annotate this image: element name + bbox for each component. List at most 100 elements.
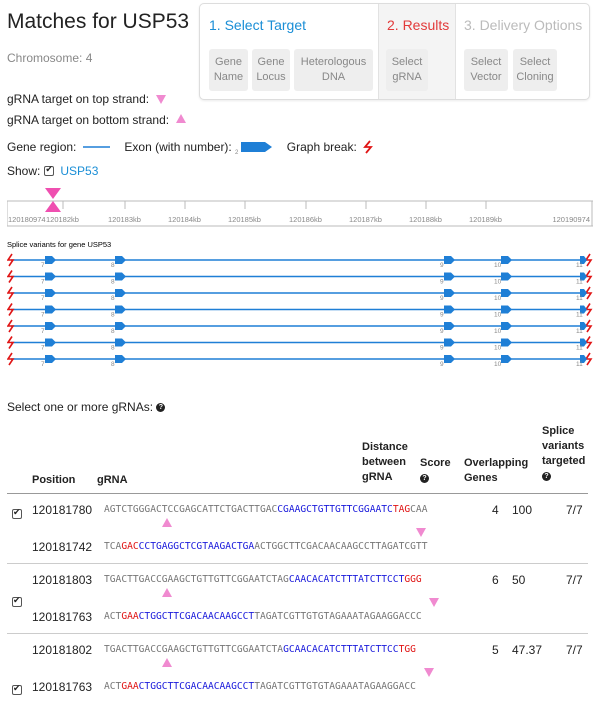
exon-arrow-icon: [444, 289, 455, 297]
graph-break-icon: [584, 352, 593, 366]
gene-region-label: Gene region:: [7, 140, 77, 154]
show-gene-link[interactable]: USP53: [60, 164, 99, 178]
legend-top-strand: gRNA target on top strand:: [7, 92, 167, 106]
exon-number-label: 8: [111, 295, 115, 302]
exon-arrow-icon: [45, 322, 56, 330]
exon-number-label: 7: [41, 262, 45, 269]
table-row: 120181802 TGACTTGACCGAAGCTGTTGTTCGGAATCTA…: [0, 36, 600, 695]
exon-number-label: 10: [494, 295, 502, 302]
substep-gene-locus[interactable]: Gene Locus: [252, 49, 290, 91]
exon-arrow-icon: [45, 256, 56, 264]
exon-number-label: 9: [440, 262, 444, 269]
exon-arrow-icon: [580, 338, 587, 347]
chromosome-label: Chromosome: 4: [7, 51, 93, 65]
exon-number-label: 10: [494, 361, 502, 368]
exon-arrow-icon: [501, 289, 512, 297]
exon-number-label: 7: [41, 279, 45, 286]
row-bottom-position: 120181763: [32, 610, 93, 624]
table-row: 120181803 TGACTTGACCGAAGCTGTTGTTCGGAATCTA…: [0, 18, 600, 624]
top-strand-marker-icon: [162, 518, 172, 527]
exon-arrow-icon: [45, 272, 56, 281]
exon-arrow-icon: [115, 338, 126, 347]
top-strand-marker-icon: [162, 588, 172, 597]
axis-tick-label: 120186kb: [289, 215, 322, 224]
step-results[interactable]: 2. Results: [387, 17, 450, 33]
header-divider: [7, 493, 588, 494]
show-label: Show:: [7, 164, 41, 178]
row-select-checkbox[interactable]: [12, 683, 22, 695]
graph-break-icon: [362, 140, 373, 154]
header-splice: Splice variants targeted ?: [542, 425, 586, 481]
exon-arrow-icon: [580, 272, 587, 281]
grna-bottom-sequence: TCAGACCCTGAGGCTCGTAAGACTGAACTGGCTTCGACAA…: [104, 541, 428, 552]
exon-number-label: 10: [494, 328, 502, 335]
exon-number-label: 9: [440, 328, 444, 335]
graph-break-icon: [7, 286, 15, 300]
help-icon[interactable]: ?: [156, 403, 166, 413]
row-divider: [7, 563, 588, 564]
row-select-checkbox[interactable]: [12, 595, 22, 607]
bottom-strand-marker-icon: [176, 114, 187, 123]
axis-tick-label: 120190974: [552, 215, 590, 224]
exon-number-label: 9: [440, 345, 444, 352]
exon-number-label: 11: [576, 361, 583, 368]
svg-text:2: 2: [235, 150, 239, 155]
exon-number-label: 8: [111, 345, 115, 352]
exon-arrow-icon: [501, 355, 512, 363]
exon-arrow-icon: [115, 305, 126, 314]
exon-number-label: 8: [111, 328, 115, 335]
splice-help-icon[interactable]: ?: [542, 471, 551, 481]
exon-number-label: 7: [41, 361, 45, 368]
exon-number-label: 11: [576, 279, 583, 286]
graph-break-icon: [7, 253, 15, 267]
row-bottom-position: 120181763: [32, 680, 93, 694]
axis-tick-label: 120183kb: [108, 215, 141, 224]
axis-tick-label: 120184kb: [168, 215, 201, 224]
score-help-icon[interactable]: ?: [420, 473, 429, 483]
exon-number-label: 11: [576, 262, 583, 269]
splice-variants-title: Splice variants for gene USP53: [7, 240, 111, 249]
grna-top-sequence: TGACTTGACCGAAGCTGTTGTTCGGAATCTAGCAACACAT…: [104, 644, 416, 655]
exon-arrow-icon: 2: [235, 142, 272, 155]
exon-arrow-icon: [115, 355, 126, 363]
wizard-panel: 1. Select Target 2. Results 3. Delivery …: [199, 3, 590, 100]
exon-arrow-icon: [444, 305, 455, 314]
substep-gene-name[interactable]: Gene Name: [209, 49, 248, 91]
show-gene-checkbox[interactable]: [44, 164, 55, 176]
exon-arrow-icon: [115, 256, 126, 264]
step-select-target[interactable]: 1. Select Target: [209, 17, 307, 33]
exon-arrow-icon: [501, 322, 512, 330]
header-position: Position: [32, 474, 76, 486]
exon-arrow-icon: [115, 322, 126, 330]
exon-arrow-icon: [45, 305, 56, 314]
exon-number-label: 11: [576, 345, 583, 352]
exon-arrow-icon: [501, 256, 512, 264]
row-distance: 4: [492, 503, 499, 517]
exon-arrow-icon: [580, 289, 587, 297]
graph-break-label: Graph break:: [286, 140, 357, 154]
step-divider: [378, 4, 379, 99]
exon-number-label: 7: [41, 328, 45, 335]
exon-arrow-icon: [444, 355, 455, 363]
exon-label: Exon (with number):: [124, 140, 232, 154]
exon-number-label: 8: [111, 361, 115, 368]
exon-number-label: 9: [440, 312, 444, 319]
row-splice-variants: 7/7: [566, 643, 583, 657]
grna-bottom-sequence: ACTGAACTGGCTTCGACAACAAGCCTTAGATCGTTGTGTA…: [104, 681, 416, 692]
exon-number-label: 7: [41, 345, 45, 352]
exon-arrow-icon: [580, 305, 587, 314]
row-score: 100: [512, 503, 533, 517]
axis-tick-label: 120188kb: [409, 215, 442, 224]
exon-number-label: 9: [440, 279, 444, 286]
top-strand-marker-icon: [162, 658, 172, 667]
row-select-checkbox[interactable]: [12, 507, 22, 519]
substep-select-cloning: Select Cloning: [513, 49, 557, 91]
graph-break-icon: [584, 336, 593, 349]
exon-number-label: 8: [111, 312, 115, 319]
substep-select-grna[interactable]: Select gRNA: [386, 49, 428, 91]
axis-tick-label: 120182kb: [46, 215, 79, 224]
row-distance: 5: [492, 643, 499, 657]
substep-heterologous-dna[interactable]: Heterologous DNA: [294, 49, 373, 91]
legend-bottom-strand: gRNA target on bottom strand:: [7, 113, 187, 127]
graph-break-icon: [7, 319, 15, 333]
